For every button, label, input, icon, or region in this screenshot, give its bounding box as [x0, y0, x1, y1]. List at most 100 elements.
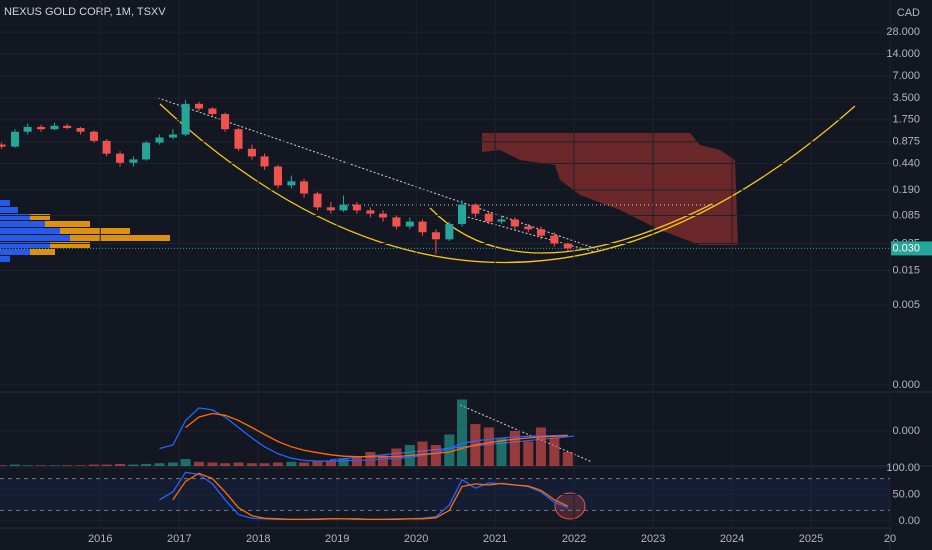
volume-bar — [75, 465, 86, 466]
volume-bar — [496, 438, 507, 466]
candle-body — [208, 108, 217, 115]
last-price-box — [891, 241, 932, 256]
volume-bar — [456, 399, 468, 466]
x-tick-label: 2016 — [88, 533, 112, 545]
indicator-line — [172, 472, 569, 521]
candle-body — [23, 126, 32, 132]
volume-bar — [430, 445, 441, 466]
indicator-line — [185, 412, 568, 458]
x-tick-label: 20 — [884, 533, 896, 545]
candle-body — [102, 140, 111, 154]
volume-bar — [312, 461, 323, 466]
candle-body — [405, 221, 414, 227]
volume-bar — [62, 465, 73, 466]
indicator-line — [159, 407, 568, 462]
candle-body — [550, 235, 559, 244]
trend-line — [459, 214, 596, 253]
candle-body — [563, 243, 572, 249]
candle-body — [445, 223, 454, 240]
candle-body — [142, 142, 151, 160]
candle-body — [484, 213, 493, 222]
volume-bar — [272, 462, 284, 466]
y-tick-label: 0.015 — [892, 264, 920, 276]
y-tick-label: 0.000 — [892, 425, 920, 437]
volume-bar — [286, 461, 297, 466]
x-tick-label: 2025 — [799, 533, 823, 545]
y-tick-label: 50.00 — [892, 488, 920, 500]
volume-bar — [207, 462, 218, 466]
candle-body — [37, 126, 46, 130]
candle-body — [392, 217, 401, 227]
projection-cloud — [482, 133, 738, 245]
y-tick-label: 28.000 — [886, 26, 920, 38]
volume-profile — [0, 200, 170, 262]
candle-body — [10, 131, 20, 147]
candle-body — [168, 134, 177, 138]
candle-body — [418, 221, 427, 233]
volume-bar — [167, 462, 178, 466]
candle-body — [326, 207, 335, 211]
volume-bar — [22, 465, 33, 466]
y-tick-label: 14.000 — [886, 48, 920, 60]
volume-bar — [391, 448, 402, 466]
volume-bar — [141, 463, 152, 466]
candle-body — [181, 103, 190, 135]
volume-bar — [523, 441, 534, 466]
candle-body — [247, 148, 256, 157]
volume-bar — [101, 464, 112, 466]
candle-body — [378, 213, 388, 218]
y-tick-label: 0.085 — [892, 209, 920, 221]
candle-body — [352, 204, 361, 211]
y-tick-label: 0.00 — [899, 515, 920, 527]
volume-bar — [509, 431, 520, 466]
volume-bar — [338, 459, 349, 466]
x-tick-label: 2018 — [246, 533, 270, 545]
trend-line — [157, 97, 601, 251]
chart-title: NEXUS GOLD CORP, 1M, TSXV — [4, 6, 166, 18]
volume-bar — [549, 438, 560, 466]
y-tick-label: 0.440 — [892, 157, 920, 169]
y-tick-label: 100.00 — [886, 462, 920, 474]
volume-bar — [36, 465, 47, 466]
volume-bar — [246, 463, 257, 466]
candle-body — [471, 204, 480, 214]
candle-body — [116, 153, 125, 163]
volume-bar — [444, 434, 455, 466]
y-tick-label: 7.000 — [892, 70, 920, 82]
candle-body — [313, 193, 322, 208]
x-tick-label: 2022 — [562, 533, 586, 545]
handle-curve — [429, 203, 713, 254]
volume-bar — [377, 455, 389, 466]
candle-body — [50, 125, 59, 130]
volume-bar — [365, 452, 376, 466]
volume-bar — [562, 452, 573, 466]
candle-body — [76, 128, 85, 132]
candle-body — [524, 226, 533, 230]
candle-body — [194, 103, 204, 109]
y-tick-label: 3.500 — [892, 92, 920, 104]
candle-body — [63, 125, 72, 129]
x-tick-label: 2017 — [167, 533, 191, 545]
candle-body — [221, 114, 230, 130]
volume-bar — [154, 463, 165, 466]
candle-body — [510, 219, 519, 227]
candle-body — [89, 131, 99, 141]
volume-bar — [49, 465, 60, 466]
y-tick-label: 0.000 — [892, 379, 920, 391]
volume-bar — [299, 462, 310, 466]
volume-bar — [128, 464, 139, 466]
volume-bar — [0, 465, 7, 466]
y-tick-label: 1.750 — [892, 114, 920, 126]
y-tick-label: 0.005 — [892, 299, 920, 311]
volume-bar — [115, 463, 126, 466]
currency: CAD — [897, 7, 920, 19]
candle-body — [234, 129, 243, 149]
volume-bar — [325, 460, 336, 466]
candle-body — [366, 210, 375, 214]
candle-body — [260, 156, 269, 167]
volume-bar — [351, 457, 362, 466]
volume-bar — [180, 459, 191, 466]
